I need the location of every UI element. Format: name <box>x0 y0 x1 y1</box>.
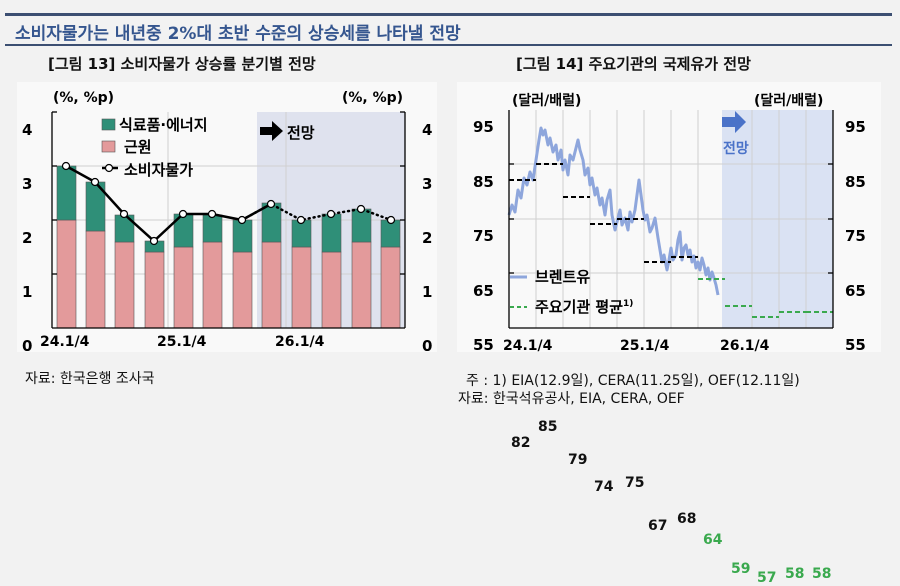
legend-label-avg: 주요기관 평균1) <box>535 298 634 316</box>
x-tick-24q1: 24.1/4 <box>40 334 90 350</box>
figure-14-title: [그림 14] 주요기관의 국제유가 전망 <box>516 55 751 73</box>
headline-underline <box>5 44 892 46</box>
legend-swatch-core <box>101 140 116 153</box>
forecast-arrow-icon <box>722 111 746 133</box>
forecast-label: 전망 <box>287 124 315 142</box>
figure-13-title: [그림 13] 소비자물가 상승률 분기별 전망 <box>48 55 316 73</box>
x-tick-25q1: 25.1/4 <box>157 334 207 350</box>
y-axis-left-ticks: 95 85 75 65 55 <box>473 118 494 354</box>
top-rule <box>5 13 892 16</box>
legend-label-core: 근원 <box>124 138 152 156</box>
oil-chart-panel: (달러/배럴) (달러/배럴) 95 85 75 65 55 95 85 75 65 55 82… <box>457 82 881 586</box>
left-unit-label: (달러/배럴) <box>512 93 582 109</box>
x-tick-26q1: 26.1/4 <box>720 338 770 354</box>
left-source: 자료: 한국은행 조사국 <box>25 371 155 387</box>
x-tick-24q1: 24.1/4 <box>503 338 553 354</box>
right-source: 자료: 한국석유공사, EIA, CERA, OEF <box>458 391 685 407</box>
forecast-averages <box>698 278 833 318</box>
legend-swatch-food-energy <box>101 118 116 131</box>
right-unit-label: (%, %p) <box>342 90 404 106</box>
legend-label-cpi: 소비자물가 <box>124 161 194 179</box>
forecast-arrow-icon <box>260 121 283 141</box>
y-axis-right-ticks: 95 85 75 65 55 <box>845 118 866 354</box>
oil-chart <box>507 110 834 329</box>
left-unit-label: (%, %p) <box>53 90 115 106</box>
cpi-chart <box>51 111 406 329</box>
right-unit-label: (달러/배럴) <box>754 93 824 109</box>
actual-quarter-averages <box>509 163 698 263</box>
right-note: 주 : 1) EIA(12.9일), CERA(11.25일), OEF(12.… <box>466 373 800 389</box>
legend-label-brent: 브렌트유 <box>535 268 591 286</box>
cpi-markers <box>61 161 396 246</box>
x-tick-25q1: 25.1/4 <box>620 338 670 354</box>
headline: 소비자물가는 내년중 2%대 초반 수준의 상승세를 나타낼 전망 <box>15 24 461 44</box>
brent-line <box>507 126 720 296</box>
x-tick-26q1: 26.1/4 <box>275 334 325 350</box>
legend-label-food-energy: 식료품·에너지 <box>119 116 208 134</box>
forecast-label: 전망 <box>723 141 749 157</box>
